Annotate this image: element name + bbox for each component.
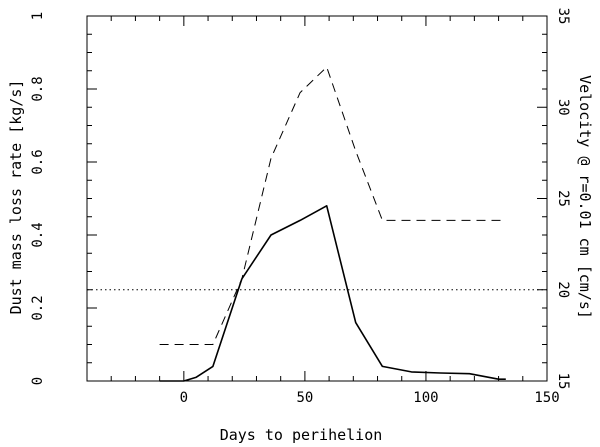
y-right-tick-label: 30: [555, 99, 571, 116]
y-left-tick-label: 1: [30, 12, 46, 20]
y-right-tick-label: 20: [555, 281, 571, 298]
plot-area: [86, 15, 548, 382]
x-axis-label: Days to perihelion: [220, 426, 383, 444]
y-axis-label-right: Velocity @ r=0.01 cm [cm/s]: [576, 75, 594, 319]
y-right-tick-label: 15: [555, 373, 571, 390]
x-tick-label: 100: [413, 390, 438, 406]
axis-ticks: [86, 15, 548, 382]
x-tick-label: 150: [534, 390, 559, 406]
y-left-tick-label: 0.6: [30, 149, 46, 174]
y-right-tick-label: 25: [555, 190, 571, 207]
y-left-tick-label: 0.8: [30, 76, 46, 101]
axis-tick-labels: 0 50 100 150 0 0.2 0.4 0.6 0.8 1 15 20 25 30 35: [30, 8, 571, 406]
plot-frame: [86, 15, 548, 382]
y-left-tick-label: 0.2: [30, 295, 46, 320]
dust-mass-loss-line: [159, 205, 506, 382]
series-lines: [87, 66, 547, 382]
y-right-tick-label: 35: [555, 8, 571, 25]
x-tick-label: 50: [296, 390, 313, 406]
y-left-tick-label: 0: [30, 377, 46, 385]
y-axis-label-left: Dust mass loss rate [kg/s]: [7, 80, 25, 315]
velocity-line: [159, 66, 506, 345]
y-left-tick-label: 0.4: [30, 222, 46, 247]
x-tick-label: 0: [180, 390, 188, 406]
